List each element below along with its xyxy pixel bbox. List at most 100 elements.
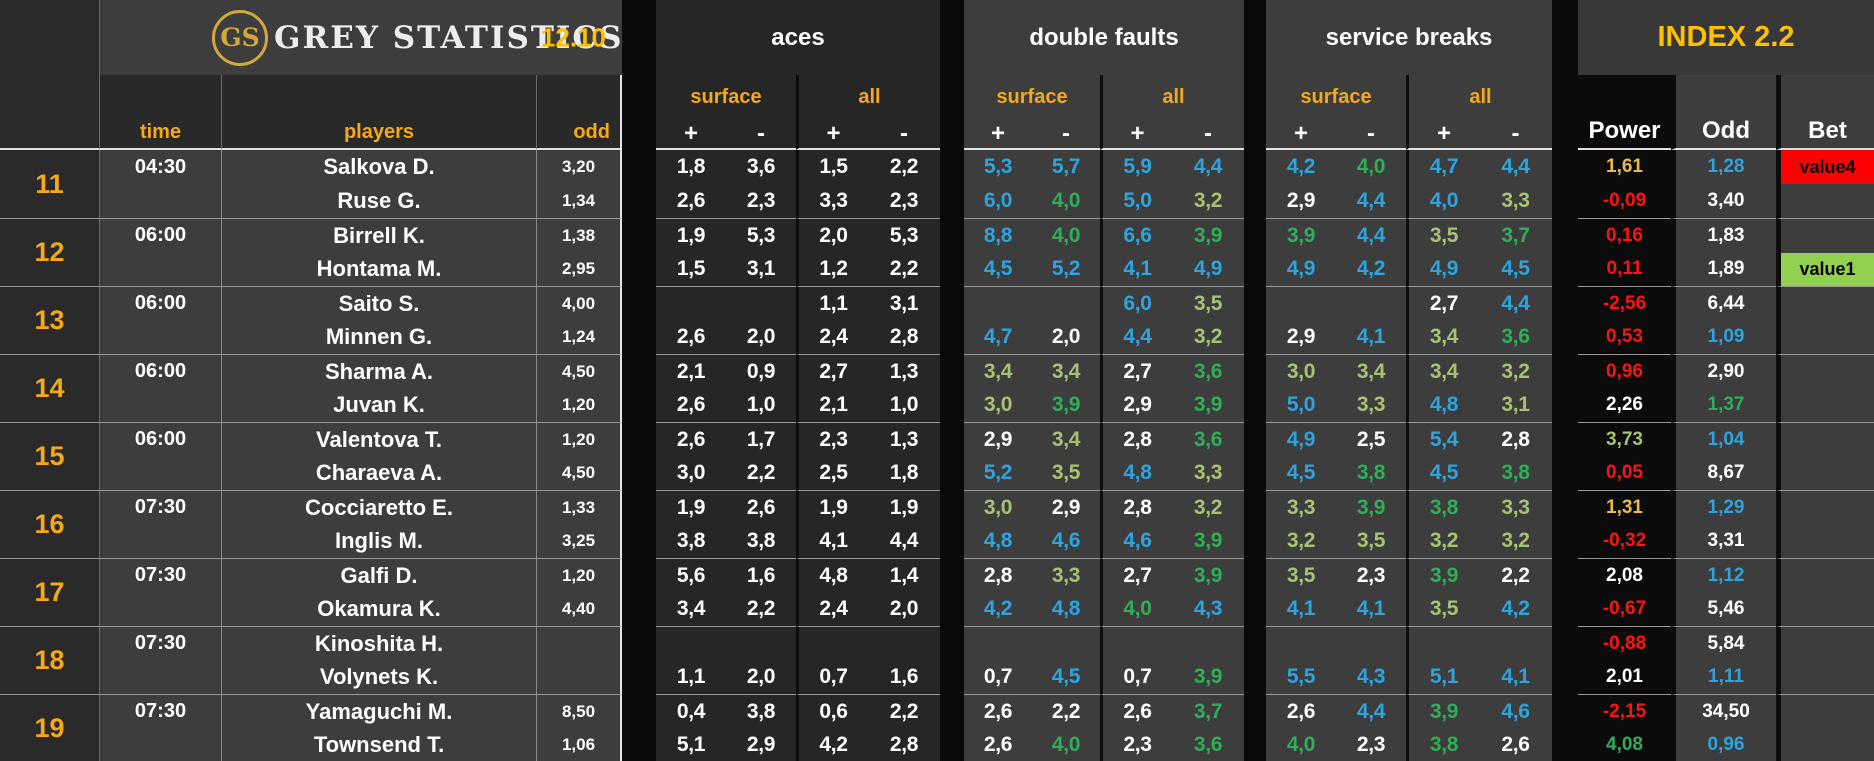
- stat-value: 3,9: [1429, 563, 1459, 587]
- bet-empty: [1781, 389, 1874, 423]
- stat-df_all-plus: 0,7: [1100, 626, 1172, 694]
- stat-value: 3,8: [1356, 461, 1386, 485]
- power-value: 0,05: [1606, 462, 1643, 484]
- stat-value: 1,9: [889, 495, 919, 519]
- stat-aces_all-plus: 4,8 2,4: [796, 558, 868, 626]
- stat-value: 2,9: [1286, 189, 1316, 212]
- power-value: -2,15: [1602, 700, 1647, 722]
- odd-cell: 8,50 1,06: [537, 694, 622, 761]
- stat-value: 3,1: [746, 257, 776, 281]
- stat-value: 2,6: [1123, 699, 1152, 723]
- stat-value: 3,0: [676, 461, 706, 485]
- stat-value: 4,1: [1501, 665, 1530, 689]
- stat-value: [1479, 627, 1552, 661]
- stat-value: 8,8: [983, 223, 1013, 247]
- stat-value: 3,8: [1429, 495, 1459, 519]
- stat-value: 2,6: [983, 699, 1013, 723]
- index-odd-value: 5,46: [1707, 598, 1745, 620]
- player-odd: 1,20: [561, 429, 596, 449]
- stat-sb_all-minus: 4,1: [1479, 626, 1552, 694]
- stat-df_surface-minus: 3,4 3,5: [1032, 422, 1100, 490]
- stat-sb_all-plus: 5,1: [1406, 626, 1479, 694]
- stat-sb_surface-minus: 3,9 3,5: [1336, 490, 1406, 558]
- stat-value: 2,7: [1123, 563, 1152, 587]
- match-number: 18: [0, 626, 100, 694]
- stat-value: 3,3: [1286, 495, 1316, 519]
- player-name: Ruse G.: [337, 188, 421, 213]
- stat-value: 5,3: [746, 223, 776, 247]
- brand-bar: GS GREY STATISTICS 12.10: [100, 0, 622, 75]
- player-odd: 1,33: [561, 497, 596, 517]
- match-number: 13: [0, 286, 100, 354]
- stat-value: 2,3: [1356, 733, 1386, 757]
- group-header-double-faults: double faults: [964, 0, 1244, 75]
- plus-sign-header: +: [656, 120, 726, 150]
- power-cell: 1,61 -0,09: [1578, 150, 1671, 218]
- bet-empty: [1781, 729, 1874, 761]
- stat-value: 2,2: [746, 597, 776, 621]
- index-odd-value: 2,90: [1707, 360, 1745, 382]
- index-odd-cell: 1,04 8,67: [1671, 422, 1776, 490]
- stat-aces_all-minus: 5,3 2,2: [868, 218, 940, 286]
- match-number: 16: [0, 490, 100, 558]
- index-header: INDEX 2.2: [1578, 0, 1874, 75]
- players-cell: Cocciaretto E. Inglis M.: [222, 490, 537, 558]
- stat-value: 3,3: [1051, 563, 1081, 587]
- index-odd-value: 1,83: [1707, 224, 1745, 246]
- match-number-label: 13: [34, 305, 65, 335]
- stat-value: 3,0: [983, 495, 1013, 519]
- match-time: 07:30: [100, 626, 222, 694]
- match-number: 12: [0, 218, 100, 286]
- subheader-aces-surface: surface: [656, 75, 796, 120]
- stat-value: 6,0: [983, 189, 1013, 212]
- stat-aces_all-plus: 0,6 4,2: [796, 694, 868, 761]
- stat-aces_surface-plus: 1,9 3,8: [656, 490, 726, 558]
- stat-df_all-minus: 3,9 4,9: [1172, 218, 1244, 286]
- stat-value: 4,8: [1051, 597, 1081, 621]
- stat-sb_surface-plus: 3,0 5,0: [1266, 354, 1336, 422]
- stat-value: 0,9: [746, 359, 776, 383]
- player-odd: 1,38: [561, 225, 596, 245]
- stat-value: 3,9: [1193, 393, 1223, 417]
- stat-value: 2,1: [819, 393, 848, 417]
- stat-value: 2,8: [1501, 427, 1530, 451]
- stat-aces_all-plus: 2,7 2,1: [796, 354, 868, 422]
- stat-value: 3,3: [1501, 495, 1530, 519]
- stat-value: 0,4: [676, 699, 706, 723]
- stat-df_all-minus: 4,4 3,2: [1172, 150, 1244, 218]
- plus-sign-header: +: [1100, 120, 1172, 150]
- power-value: 0,11: [1606, 258, 1643, 280]
- stat-value: 4,6: [1501, 699, 1530, 723]
- match-time: 04:30: [100, 150, 222, 218]
- player-name: Minnen G.: [325, 324, 433, 350]
- stat-value: 1,6: [746, 563, 776, 587]
- power-value: 0,53: [1606, 326, 1643, 348]
- stat-value: 1,5: [676, 257, 706, 281]
- bet-empty: [1781, 457, 1874, 491]
- index-odd-cell: 6,44 1,09: [1671, 286, 1776, 354]
- odd-cell: [537, 626, 622, 694]
- time-spacer: [100, 593, 221, 627]
- stat-value: 2,2: [889, 699, 919, 723]
- stat-value: 4,8: [983, 529, 1013, 553]
- stat-value: 2,7: [819, 359, 848, 383]
- stat-value: 4,7: [983, 325, 1013, 349]
- stat-df_all-plus: 2,8 4,8: [1100, 422, 1172, 490]
- stat-value: 2,0: [819, 223, 848, 247]
- stat-value: 1,4: [889, 563, 919, 587]
- stat-value: 2,1: [676, 359, 706, 383]
- power-value: 4,08: [1606, 734, 1643, 756]
- stat-value: 3,4: [1051, 427, 1081, 451]
- stat-value: 4,6: [1123, 529, 1152, 553]
- stat-value: 3,6: [1501, 325, 1530, 349]
- bet-empty: [1781, 287, 1874, 321]
- stat-sb_all-plus: 3,9 3,8: [1406, 694, 1479, 761]
- stat-value: 2,0: [746, 325, 776, 349]
- bet-badge: value4: [1781, 150, 1874, 184]
- players-cell: Yamaguchi M. Townsend T.: [222, 694, 537, 761]
- stat-aces_surface-minus: 1,7 2,2: [726, 422, 796, 490]
- stat-value: 4,0: [1123, 597, 1152, 621]
- player-odd: 1,06: [561, 735, 596, 755]
- stat-df_all-plus: 6,6 4,1: [1100, 218, 1172, 286]
- stat-aces_surface-minus: 3,6 2,3: [726, 150, 796, 218]
